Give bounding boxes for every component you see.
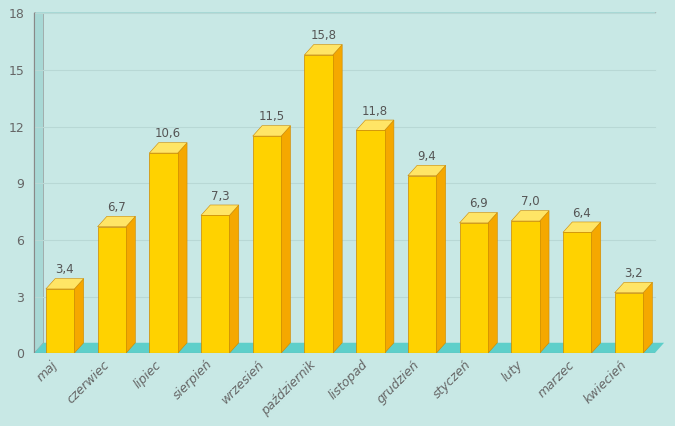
Polygon shape	[230, 205, 239, 353]
Text: 10,6: 10,6	[155, 127, 181, 141]
Polygon shape	[34, 3, 44, 353]
Polygon shape	[178, 143, 187, 353]
Polygon shape	[201, 205, 239, 216]
Bar	[615, 293, 643, 353]
Text: 11,5: 11,5	[259, 110, 285, 124]
Bar	[563, 232, 591, 353]
Bar	[408, 176, 436, 353]
Bar	[511, 221, 540, 353]
Bar	[98, 227, 126, 353]
Polygon shape	[511, 210, 549, 221]
Polygon shape	[643, 282, 653, 353]
Polygon shape	[46, 279, 84, 289]
Polygon shape	[252, 126, 290, 136]
Text: 7,0: 7,0	[521, 196, 539, 208]
Text: 9,4: 9,4	[417, 150, 436, 163]
Polygon shape	[408, 165, 446, 176]
Polygon shape	[149, 143, 187, 153]
Polygon shape	[34, 343, 664, 353]
Polygon shape	[98, 216, 135, 227]
Text: 7,3: 7,3	[211, 190, 230, 203]
Bar	[201, 216, 230, 353]
Text: 6,4: 6,4	[572, 207, 591, 220]
Text: 6,9: 6,9	[469, 197, 488, 210]
Polygon shape	[591, 222, 601, 353]
Bar	[252, 136, 281, 353]
Polygon shape	[304, 45, 342, 55]
Polygon shape	[356, 120, 394, 130]
Polygon shape	[615, 282, 653, 293]
Polygon shape	[488, 213, 497, 353]
Text: 6,7: 6,7	[107, 201, 126, 214]
Polygon shape	[126, 216, 135, 353]
Text: 3,4: 3,4	[55, 263, 74, 276]
Text: 15,8: 15,8	[310, 29, 336, 42]
Polygon shape	[333, 45, 342, 353]
Bar	[149, 153, 178, 353]
Bar	[46, 289, 74, 353]
Polygon shape	[34, 3, 664, 13]
Bar	[460, 223, 488, 353]
Polygon shape	[74, 279, 84, 353]
Polygon shape	[460, 213, 497, 223]
Polygon shape	[563, 222, 601, 232]
Text: 3,2: 3,2	[624, 267, 643, 280]
Polygon shape	[385, 120, 394, 353]
Text: 11,8: 11,8	[362, 105, 388, 118]
Bar	[304, 55, 333, 353]
Polygon shape	[281, 126, 290, 353]
Bar	[356, 130, 385, 353]
Polygon shape	[436, 165, 446, 353]
Polygon shape	[540, 210, 549, 353]
